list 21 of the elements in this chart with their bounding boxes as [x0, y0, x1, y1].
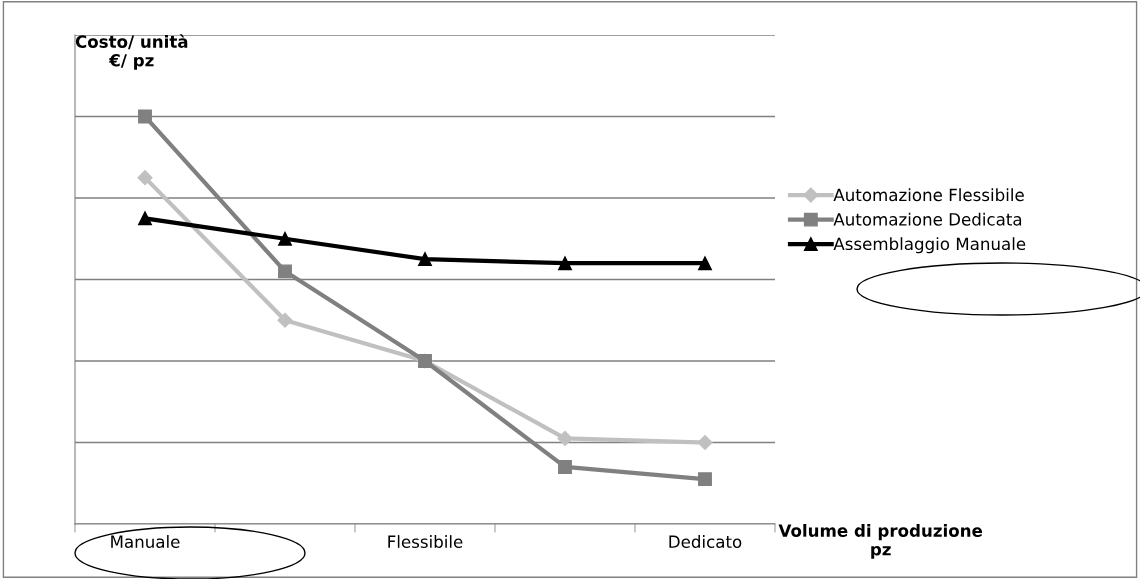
y-axis-title: Costo/ unità €/ pz: [75, 34, 188, 70]
point: [697, 434, 713, 451]
x-tick-label: Manuale: [111, 535, 180, 549]
point: [138, 211, 152, 226]
legend-label: Automazione Dedicata: [833, 212, 1022, 226]
point: [138, 109, 152, 124]
x-axis-title: Volume di produzione pz: [778, 524, 983, 559]
legend-label: Assemblaggio Manuale: [833, 237, 1026, 254]
legend-label: Automazione Flessibile: [833, 188, 1024, 202]
point: [418, 252, 432, 267]
point: [557, 430, 573, 446]
x-tick-label: Flessibile: [388, 535, 463, 549]
point: [698, 472, 712, 487]
point: [698, 256, 712, 271]
point: [278, 231, 292, 246]
point: [137, 170, 153, 186]
point: [558, 460, 572, 474]
point: [278, 264, 292, 279]
x-tick-label: Dedicato: [669, 535, 742, 549]
point: [558, 256, 572, 271]
point: [277, 312, 293, 328]
